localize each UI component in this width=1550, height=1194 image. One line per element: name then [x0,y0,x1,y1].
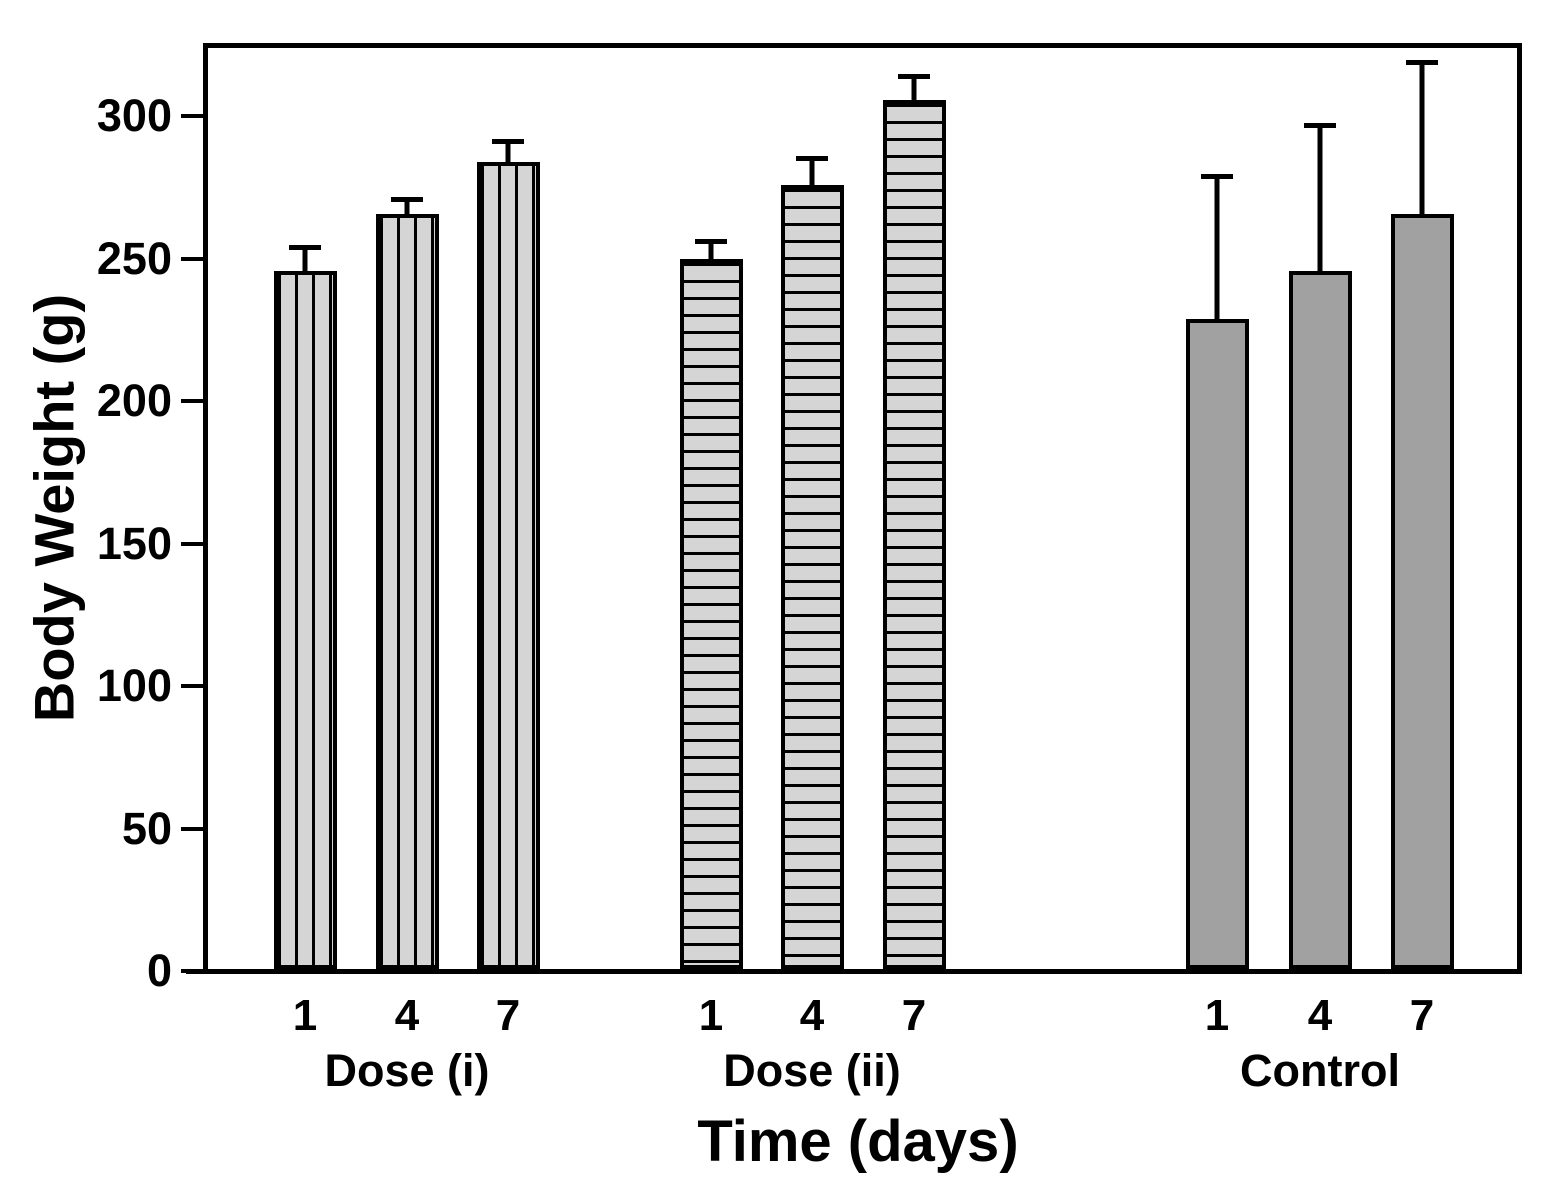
error-bar [1406,60,1438,214]
error-bar-cap [1406,60,1438,65]
bar-dose-ii--day-1 [680,259,743,969]
x-tick-label: 4 [1307,991,1333,1040]
error-bar-line [1419,60,1425,214]
bar-dose-ii--day-4 [781,185,844,969]
x-tick-label: 7 [495,991,521,1040]
x-tick-label: 1 [698,991,724,1040]
y-tick-label: 100 [96,660,172,711]
y-tick-label: 0 [146,945,172,996]
error-bar [695,239,727,259]
error-bar [898,74,930,100]
error-bar-line [1317,123,1323,271]
plot-inner-area [208,48,1517,969]
error-bar-cap [1304,123,1336,128]
y-tick-label: 150 [96,517,172,569]
y-axis-title: Body Weight (g) [22,293,86,723]
error-bar-line [809,156,815,185]
error-bar-line [302,245,308,271]
error-bar [289,245,321,271]
error-bar [1304,123,1336,271]
x-tick-label: 4 [394,991,420,1040]
bar-control-day-7 [1391,214,1454,969]
error-bar-cap [492,139,524,144]
y-tick [181,684,203,688]
error-bar-line [708,239,714,259]
error-bar [1201,174,1233,319]
error-bar-line [505,139,511,162]
error-bar-cap [391,197,423,202]
y-tick-label: 50 [121,802,172,854]
bar-control-day-1 [1186,319,1249,969]
y-tick-label: 200 [96,375,172,426]
error-bar-line [911,74,917,100]
x-tick-label: 4 [799,991,825,1040]
error-bar-cap [289,245,321,250]
error-bar-line [1214,174,1220,319]
error-bar-line [404,197,410,214]
error-bar-cap [796,156,828,161]
x-tick-label: 7 [1409,991,1435,1040]
x-tick-label: 7 [901,991,927,1040]
y-tick-label: 250 [96,232,172,284]
group-label-dose-ii-: Dose (ii) [723,1045,901,1096]
x-axis-line-extension [186,969,208,974]
y-tick [181,256,203,261]
y-tick [181,541,203,546]
group-label-control: Control [1240,1045,1400,1096]
error-bar [391,197,423,214]
y-tick [181,114,203,118]
error-bar [796,156,828,185]
error-bar [492,139,524,162]
error-bar-cap [898,74,930,79]
bar-dose-i--day-4 [376,214,439,969]
y-tick-label: 300 [96,90,172,141]
y-tick [181,826,203,831]
error-bar-cap [1201,174,1233,179]
error-bar-cap [695,239,727,244]
group-label-dose-i-: Dose (i) [324,1045,490,1096]
bar-dose-i--day-7 [477,162,540,969]
x-tick-label: 1 [1204,991,1230,1040]
bar-dose-i--day-1 [274,271,337,969]
y-tick [181,399,203,403]
x-axis-title: Time (days) [697,1109,1019,1174]
bar-dose-ii--day-7 [883,100,946,969]
bar-control-day-4 [1289,271,1352,969]
plot-area [203,43,1522,974]
x-tick-label: 1 [292,991,318,1040]
